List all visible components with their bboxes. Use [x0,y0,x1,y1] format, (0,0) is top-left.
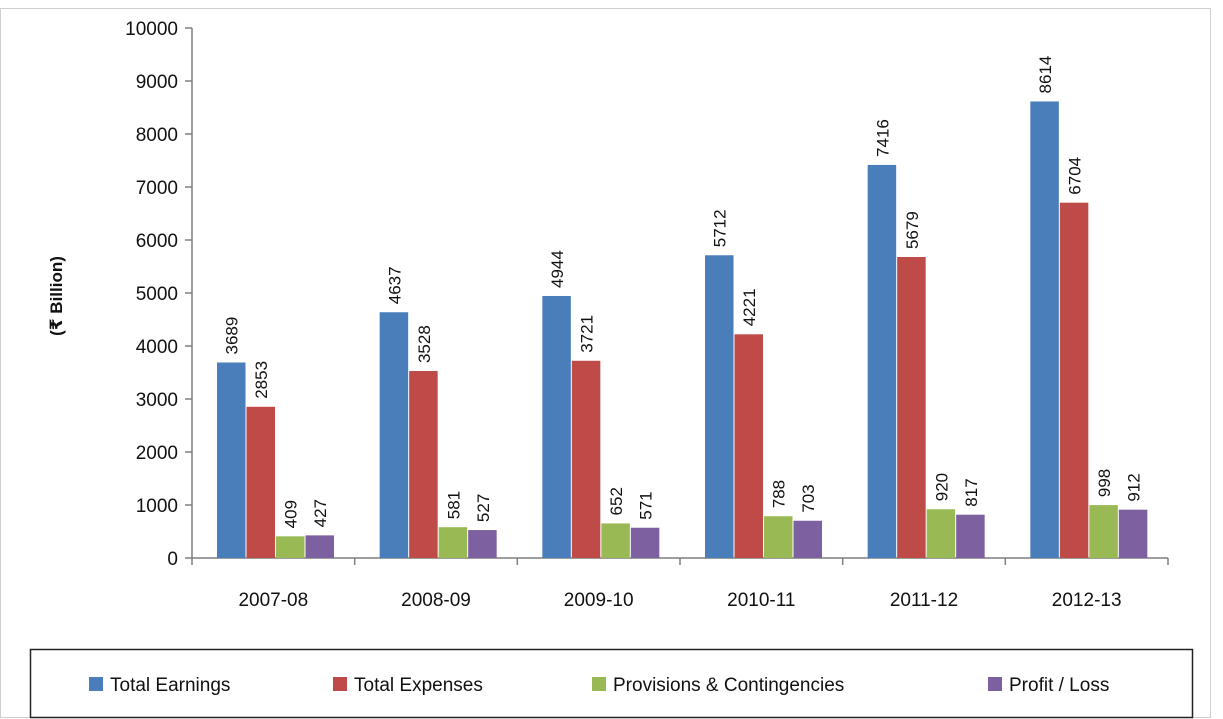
bar-profit-loss [468,530,497,558]
bar-profit-loss [956,514,985,558]
bar-value-label: 6704 [1066,157,1085,195]
y-tick-label: 4000 [136,337,178,358]
bar-value-label: 998 [1095,469,1114,497]
y-axis-ticks: 0 1000 2000 3000 4000 5000 6000 7000 8000 9000 100… [125,19,192,570]
y-tick-label: 9000 [136,72,178,93]
y-tick-label: 6000 [136,231,178,252]
x-category-label: 2011-12 [890,590,958,611]
legend-swatch [988,677,1002,691]
bar-value-label: 4637 [385,266,404,304]
legend-label: Total Earnings [110,675,230,696]
data-labels: 3689 2853 409 427 4637 3528 581 527 4944 3721 652 5… [223,56,1144,529]
y-axis-title: (₹ Billion) [47,256,66,336]
chart-area-border [0,8,1211,718]
bar-series [217,101,1148,559]
bar-value-label: 5712 [711,209,730,247]
bar-total-earnings [379,312,409,558]
x-axis-categories: 2007-08 2008-09 2009-10 2010-11 2011-12 2012-… [191,558,1169,611]
bar-value-label: 3721 [578,315,597,353]
bar-total-expenses [897,257,926,558]
bar-value-label: 427 [311,499,330,527]
bar-value-label: 4944 [548,250,567,288]
bar-total-expenses [246,406,275,558]
bar-profit-loss [793,520,822,558]
bar-value-label: 527 [474,494,493,522]
bar-total-earnings [1030,101,1059,558]
bar-value-label: 581 [444,491,463,519]
x-category-label: 2012-13 [1052,590,1122,611]
legend-label: Profit / Loss [1009,675,1109,696]
bar-profit-loss [305,535,334,558]
bar-value-label: 3528 [415,325,434,363]
bar-value-label: 817 [962,478,981,506]
bar-value-label: 7416 [873,119,892,157]
legend-swatch [592,677,606,691]
bar-value-label: 920 [932,473,951,501]
bar-value-label: 571 [637,491,656,519]
bar-value-label: 5679 [903,211,922,249]
legend-label: Provisions & Contingencies [613,675,844,696]
bar-provisions-contingencies [926,509,956,558]
legend-swatch [333,677,347,691]
x-category-label: 2010-11 [727,590,795,611]
bar-total-expenses [409,371,438,558]
bar-provisions-contingencies [438,527,468,558]
legend-label: Total Expenses [354,675,483,696]
bar-value-label: 3689 [223,317,242,355]
x-category-label: 2009-10 [564,590,634,611]
legend-swatch [89,677,103,691]
bar-total-earnings [542,295,571,558]
bar-value-label: 912 [1125,473,1144,501]
bar-value-label: 4221 [740,288,759,326]
bar-value-label: 8614 [1036,56,1055,94]
bar-profit-loss [1118,509,1148,558]
bar-total-expenses [571,360,601,558]
bar-value-label: 2853 [252,361,271,399]
y-tick-label: 2000 [136,443,178,464]
bar-provisions-contingencies [1089,505,1118,558]
y-tick-label: 0 [167,549,178,570]
bar-total-earnings [867,164,897,558]
y-tick-label: 3000 [136,390,178,411]
bar-provisions-contingencies [764,516,793,558]
bar-value-label: 652 [607,487,626,515]
legend: Total Earnings Total Expenses Provisions &… [29,648,1194,719]
bar-provisions-contingencies [601,523,630,558]
bar-value-label: 788 [770,480,789,508]
bar-profit-loss [630,527,660,558]
bar-total-earnings [705,255,734,559]
x-category-label: 2007-08 [238,590,308,611]
chart-outer-border [0,8,1211,718]
y-tick-label: 5000 [136,284,178,305]
bar-provisions-contingencies [276,536,305,558]
bar-value-label: 409 [282,500,301,528]
bar-total-expenses [1059,202,1089,559]
y-tick-label: 7000 [136,178,178,199]
y-tick-label: 8000 [136,125,178,146]
y-tick-label: 1000 [136,496,178,517]
bar-total-expenses [734,334,763,558]
chart-axes [191,28,1168,559]
x-category-label: 2008-09 [401,590,471,611]
bar-total-earnings [217,362,246,558]
y-tick-label: 10000 [125,19,178,40]
bar-value-label: 703 [799,484,818,512]
